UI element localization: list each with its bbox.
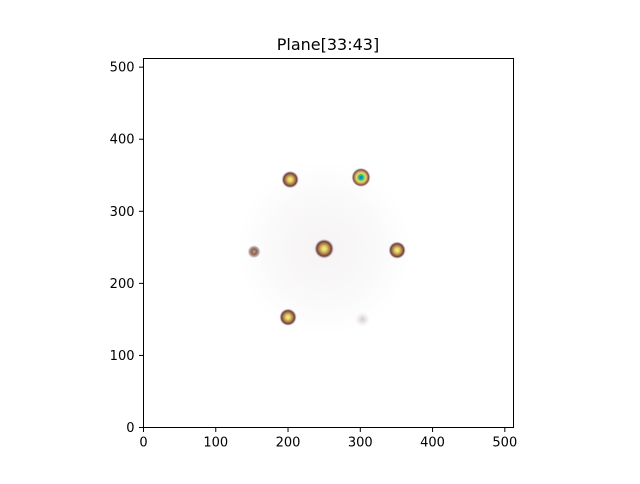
chart-title: Plane[33:43] [277, 35, 379, 54]
image-layer [237, 162, 411, 336]
diffraction-spot [281, 170, 299, 189]
diffraction-spot [279, 308, 297, 326]
plot-frame [143, 58, 514, 428]
y-tick-label: 400 [110, 133, 135, 148]
x-tick-label: 0 [139, 436, 147, 451]
x-tick-label: 200 [276, 436, 301, 451]
y-tick-label: 0 [126, 421, 134, 436]
x-axis: 0 100 200 300 400 500 [139, 427, 517, 451]
diffraction-spot [388, 241, 406, 259]
diffraction-spot [354, 311, 370, 327]
diffraction-spot [351, 167, 371, 187]
diffraction-spot [247, 245, 261, 259]
x-tick-label: 300 [348, 436, 373, 451]
y-tick-label: 300 [110, 205, 135, 220]
x-tick-label: 100 [203, 436, 228, 451]
x-tick-label: 400 [420, 436, 445, 451]
y-axis: 0 100 200 300 400 500 [110, 61, 144, 436]
diffraction-spot [314, 238, 334, 259]
y-tick-label: 100 [110, 349, 135, 364]
x-tick-label: 500 [492, 436, 517, 451]
y-tick-label: 200 [110, 277, 135, 292]
y-tick-label: 500 [110, 61, 135, 76]
